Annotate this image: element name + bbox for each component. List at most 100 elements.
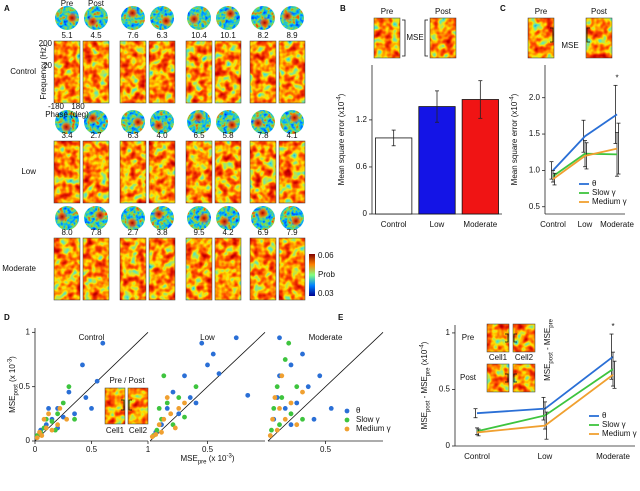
rate-value: 4.5 xyxy=(90,31,102,40)
heatmap xyxy=(149,141,175,203)
bracket xyxy=(505,333,509,343)
point xyxy=(55,422,60,428)
heatmap-frame xyxy=(53,237,81,301)
y-tick-label: 0.6 xyxy=(356,162,368,171)
point xyxy=(282,406,288,411)
point xyxy=(300,416,305,422)
rate-map-field xyxy=(86,15,99,28)
x-tick-label: Control xyxy=(464,452,490,461)
x-tick-label: Low xyxy=(578,220,593,229)
inset-axis-label-part: - MSE xyxy=(543,328,552,352)
rate-map-field xyxy=(131,116,144,129)
x-axis-label-part: (x 10 xyxy=(206,454,227,463)
point xyxy=(282,357,288,362)
subplot-title: Low xyxy=(200,333,215,342)
line xyxy=(552,113,618,172)
point xyxy=(277,406,282,411)
row-label: Control xyxy=(10,67,36,76)
y-tick-label: 1.5 xyxy=(529,129,541,138)
y-axis-label-part: - MSE xyxy=(420,376,429,400)
x-tick-label: 0 xyxy=(33,445,38,454)
heatmap-frame xyxy=(185,40,213,104)
point xyxy=(64,416,70,422)
rate-value: 6.9 xyxy=(257,228,269,237)
point xyxy=(100,340,106,346)
rate-value: 4.0 xyxy=(156,131,168,140)
rate-value: 8.2 xyxy=(257,31,269,40)
rate-map-field xyxy=(252,117,265,130)
point xyxy=(66,384,72,390)
heatmap xyxy=(279,141,305,203)
heatmap xyxy=(83,41,109,103)
legend-marker xyxy=(344,408,350,414)
inset-label: Pre xyxy=(381,7,394,16)
point xyxy=(288,422,294,428)
point xyxy=(210,351,216,357)
rate-value: 7.8 xyxy=(257,131,269,140)
heatmap-frame xyxy=(53,140,81,204)
y-tick-label: 1 xyxy=(446,328,451,337)
point xyxy=(164,406,170,411)
point xyxy=(193,400,199,406)
y-axis-label-part: -4 xyxy=(509,96,515,102)
bar xyxy=(375,137,413,215)
heatmap-frame xyxy=(527,17,555,59)
inset-label: MSE xyxy=(406,33,423,42)
heatmap xyxy=(54,41,80,103)
point xyxy=(294,400,300,406)
y-tick-label: 0.5 xyxy=(439,385,451,394)
heatmap-frame xyxy=(82,40,110,104)
rate-value: 7.8 xyxy=(90,228,102,237)
point xyxy=(176,411,182,417)
rate-value: 7.6 xyxy=(127,31,139,40)
point xyxy=(153,432,159,437)
point xyxy=(57,406,63,411)
point xyxy=(72,411,77,417)
y-tick-label: 0.5 xyxy=(529,202,541,211)
heatmap-frame xyxy=(214,140,242,204)
colorbar-label: Prob xyxy=(318,270,335,279)
rate-map-field xyxy=(289,215,302,228)
x-tick-label: Low xyxy=(430,220,445,229)
rate-map-field xyxy=(226,118,239,131)
x-axis-label-part: -3 xyxy=(227,453,233,459)
point xyxy=(46,411,51,417)
column-label: Post xyxy=(88,0,105,8)
heatmap xyxy=(586,18,612,58)
x-tick-label: Control xyxy=(540,220,566,229)
annotation: * xyxy=(615,73,618,82)
y-axis-label-part: ) xyxy=(510,93,519,96)
inset-axis-label-part: pre xyxy=(548,318,554,327)
rate-value: 3.4 xyxy=(61,131,73,140)
legend-label: Slow γ xyxy=(602,420,626,429)
rate-value: 6.3 xyxy=(127,131,139,140)
y-axis-label-part: Mean square error (x10 xyxy=(337,101,346,185)
rate-value: 2.7 xyxy=(127,228,139,237)
heatmap xyxy=(279,41,305,103)
y-axis-label-part: -3 xyxy=(7,358,13,364)
heatmap-frame xyxy=(214,40,242,104)
point xyxy=(187,395,193,400)
point xyxy=(60,400,66,406)
rate-value: 4.1 xyxy=(286,131,298,140)
rate-map-field xyxy=(197,212,210,225)
rate-map-field xyxy=(160,14,173,27)
heatmap xyxy=(54,141,80,203)
line xyxy=(476,368,614,433)
point xyxy=(52,427,58,433)
heatmap-frame xyxy=(512,323,536,353)
heatmap xyxy=(215,141,241,203)
point xyxy=(161,373,167,379)
point xyxy=(205,362,210,368)
point xyxy=(300,351,305,357)
line xyxy=(552,152,618,177)
point xyxy=(269,427,274,433)
rate-map-field xyxy=(188,13,201,26)
y-axis-label-part: (x 10 xyxy=(8,364,17,385)
bracket xyxy=(513,333,517,343)
y-axis-label-part: pre xyxy=(425,367,431,376)
inset-title: Pre / Post xyxy=(109,376,145,385)
panel-label: D xyxy=(4,313,10,322)
heatmap-frame xyxy=(82,237,110,301)
point xyxy=(274,384,280,390)
